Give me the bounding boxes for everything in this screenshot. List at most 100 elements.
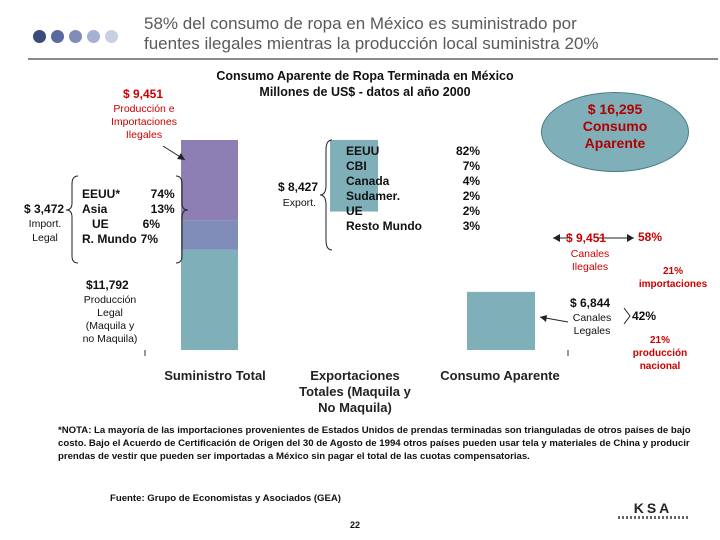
legal-value: $11,792 bbox=[86, 278, 129, 292]
category-label-consumo: Consumo Aparente bbox=[425, 368, 575, 384]
export-row-resto: Resto Mundo 3% bbox=[346, 219, 480, 234]
export-bracket bbox=[319, 139, 333, 251]
import-pct-eeuu: 74% bbox=[150, 187, 175, 201]
category-label-exportaciones-line-1: Exportaciones bbox=[310, 368, 400, 383]
import-name-asia: Asia bbox=[82, 202, 108, 216]
import-row-asia: Asia 13% bbox=[82, 202, 175, 217]
legal-text-line-3: (Maquila y bbox=[85, 320, 135, 332]
category-label-exportaciones: Exportaciones Totales (Maquila y No Maqu… bbox=[285, 368, 425, 416]
import-text-line-1: Import. bbox=[28, 218, 62, 230]
dot-2 bbox=[51, 30, 64, 43]
footnote: *NOTA: La mayoría de las importaciones p… bbox=[58, 425, 691, 462]
produccion-share: 21% producción nacional bbox=[630, 334, 690, 373]
importaciones-text: importaciones bbox=[638, 279, 708, 290]
importaciones-share: 21% importaciones bbox=[628, 265, 718, 291]
import-breakdown-table: EEUU* 74% Asia 13% UE 6% R. Mundo 7% bbox=[82, 187, 175, 247]
bar-1-segment-3 bbox=[181, 140, 238, 221]
canal-ilegal-value: $ 9,451 bbox=[566, 231, 607, 245]
category-label-exportaciones-line-3: No Maquila) bbox=[318, 400, 392, 415]
export-name-cbi: CBI bbox=[346, 159, 367, 173]
export-pct-sudamer: 2% bbox=[462, 189, 481, 203]
import-pct-mundo: 7% bbox=[140, 232, 158, 246]
consumo-callout: $ 16,295 Consumo Aparente bbox=[541, 92, 689, 172]
bar-1-segment-1 bbox=[181, 249, 238, 350]
dot-3 bbox=[69, 30, 82, 43]
arrow-42pct bbox=[623, 307, 631, 325]
page-title: 58% del consumo de ropa en México es sum… bbox=[144, 14, 704, 54]
legal-text-line-4: no Maquila) bbox=[82, 333, 138, 345]
category-label-consumo-line: Consumo Aparente bbox=[440, 368, 560, 383]
category-label-suministro: Suministro Total bbox=[145, 368, 285, 384]
legal-text-line-2: Legal bbox=[97, 307, 123, 319]
produccion-text-line-2: nacional bbox=[639, 361, 681, 372]
export-pct-canada: 4% bbox=[462, 174, 481, 188]
import-name-eeuu: EEUU* bbox=[82, 187, 121, 201]
export-value: $ 8,427 bbox=[277, 180, 318, 194]
import-pct-asia: 13% bbox=[150, 202, 175, 216]
decorative-dots bbox=[33, 30, 133, 44]
export-name-canada: Canada bbox=[346, 174, 390, 188]
canal-ilegal-text-line-1: Canales bbox=[570, 248, 610, 260]
ilegal-value: $ 9,451 bbox=[122, 87, 164, 101]
arrow-canal-ilegal-head bbox=[553, 234, 560, 242]
ilegal-text-line-1: Producción e bbox=[113, 103, 175, 115]
ilegal-text: Producción e Importaciones Ilegales bbox=[94, 103, 194, 142]
export-pct-eeuu: 82% bbox=[456, 144, 481, 158]
import-name-mundo: R. Mundo bbox=[82, 232, 137, 246]
export-pct-cbi: 7% bbox=[462, 159, 481, 173]
arrow-canal-legal-head bbox=[540, 315, 547, 322]
export-text: Export. bbox=[282, 197, 316, 209]
legal-text-line-1: Producción bbox=[83, 294, 137, 306]
export-row-eeuu: EEUU 82% bbox=[346, 144, 480, 159]
import-pct-ue: 6% bbox=[142, 217, 160, 231]
arrow-ilegal-head bbox=[177, 153, 185, 160]
bar-1-segment-2 bbox=[181, 220, 238, 250]
chart-title-line-1: Consumo Aparente de Ropa Terminada en Mé… bbox=[216, 69, 514, 83]
import-bracket-left bbox=[65, 175, 79, 264]
chart-title: Consumo Aparente de Ropa Terminada en Mé… bbox=[150, 68, 580, 100]
canal-legal-value: $ 6,844 bbox=[570, 296, 611, 310]
export-pct-resto: 3% bbox=[462, 219, 481, 233]
export-row-ue: UE 2% bbox=[346, 204, 480, 219]
logo-underline bbox=[618, 516, 688, 519]
export-name-sudamer: Sudamer. bbox=[346, 189, 401, 203]
export-row-canada: Canada 4% bbox=[346, 174, 480, 189]
chart-bars bbox=[181, 139, 535, 350]
ilegal-text-line-2: Importaciones bbox=[111, 116, 177, 128]
company-logo: KSA bbox=[633, 500, 673, 516]
produccion-pct: 21% bbox=[649, 335, 670, 346]
import-row-eeuu: EEUU* 74% bbox=[82, 187, 175, 202]
export-name-ue: UE bbox=[346, 204, 363, 218]
export-pct-ue: 2% bbox=[462, 204, 481, 218]
dot-5 bbox=[105, 30, 118, 43]
import-value: $ 3,472 bbox=[24, 202, 65, 216]
importaciones-pct: 21% bbox=[662, 266, 683, 277]
canal-legal-text: Canales Legales bbox=[562, 312, 622, 338]
export-breakdown-table: EEUU 82% CBI 7% Canada 4% Sudamer. 2% UE 2% R… bbox=[346, 144, 480, 234]
import-row-mundo: R. Mundo 7% bbox=[82, 232, 175, 247]
arrow-58pct-head bbox=[627, 234, 634, 242]
bar-3-segment-1 bbox=[467, 291, 535, 350]
consumo-text-line-1: Consumo bbox=[582, 118, 648, 134]
dot-4 bbox=[87, 30, 100, 43]
canal-ilegal-pct: 58% bbox=[638, 230, 663, 244]
category-label-exportaciones-line-2: Totales (Maquila y bbox=[299, 384, 411, 399]
produccion-text-line-1: producción bbox=[632, 348, 688, 359]
import-bracket-right bbox=[175, 175, 189, 264]
bar-2-segment-1 bbox=[330, 139, 378, 212]
legal-text: Producción Legal (Maquila y no Maquila) bbox=[70, 294, 150, 346]
category-label-suministro-line: Suministro Total bbox=[164, 368, 266, 383]
canal-ilegal-text-line-2: Ilegales bbox=[571, 261, 609, 273]
import-row-ue: UE 6% bbox=[82, 217, 175, 232]
import-name-ue: UE bbox=[92, 217, 109, 231]
export-row-cbi: CBI 7% bbox=[346, 159, 480, 174]
import-text-line-2: Legal bbox=[32, 232, 58, 244]
source-text: Fuente: Grupo de Economistas y Asociados… bbox=[110, 493, 341, 504]
canal-legal-pct: 42% bbox=[632, 309, 657, 323]
page-title-line-2: fuentes ilegales mientras la producción … bbox=[144, 34, 599, 53]
consumo-value: $ 16,295 bbox=[587, 101, 643, 117]
canal-legal-text-line-2: Legales bbox=[573, 325, 611, 337]
import-text: Import. Legal bbox=[24, 217, 66, 245]
export-row-sudamer: Sudamer. 2% bbox=[346, 189, 480, 204]
